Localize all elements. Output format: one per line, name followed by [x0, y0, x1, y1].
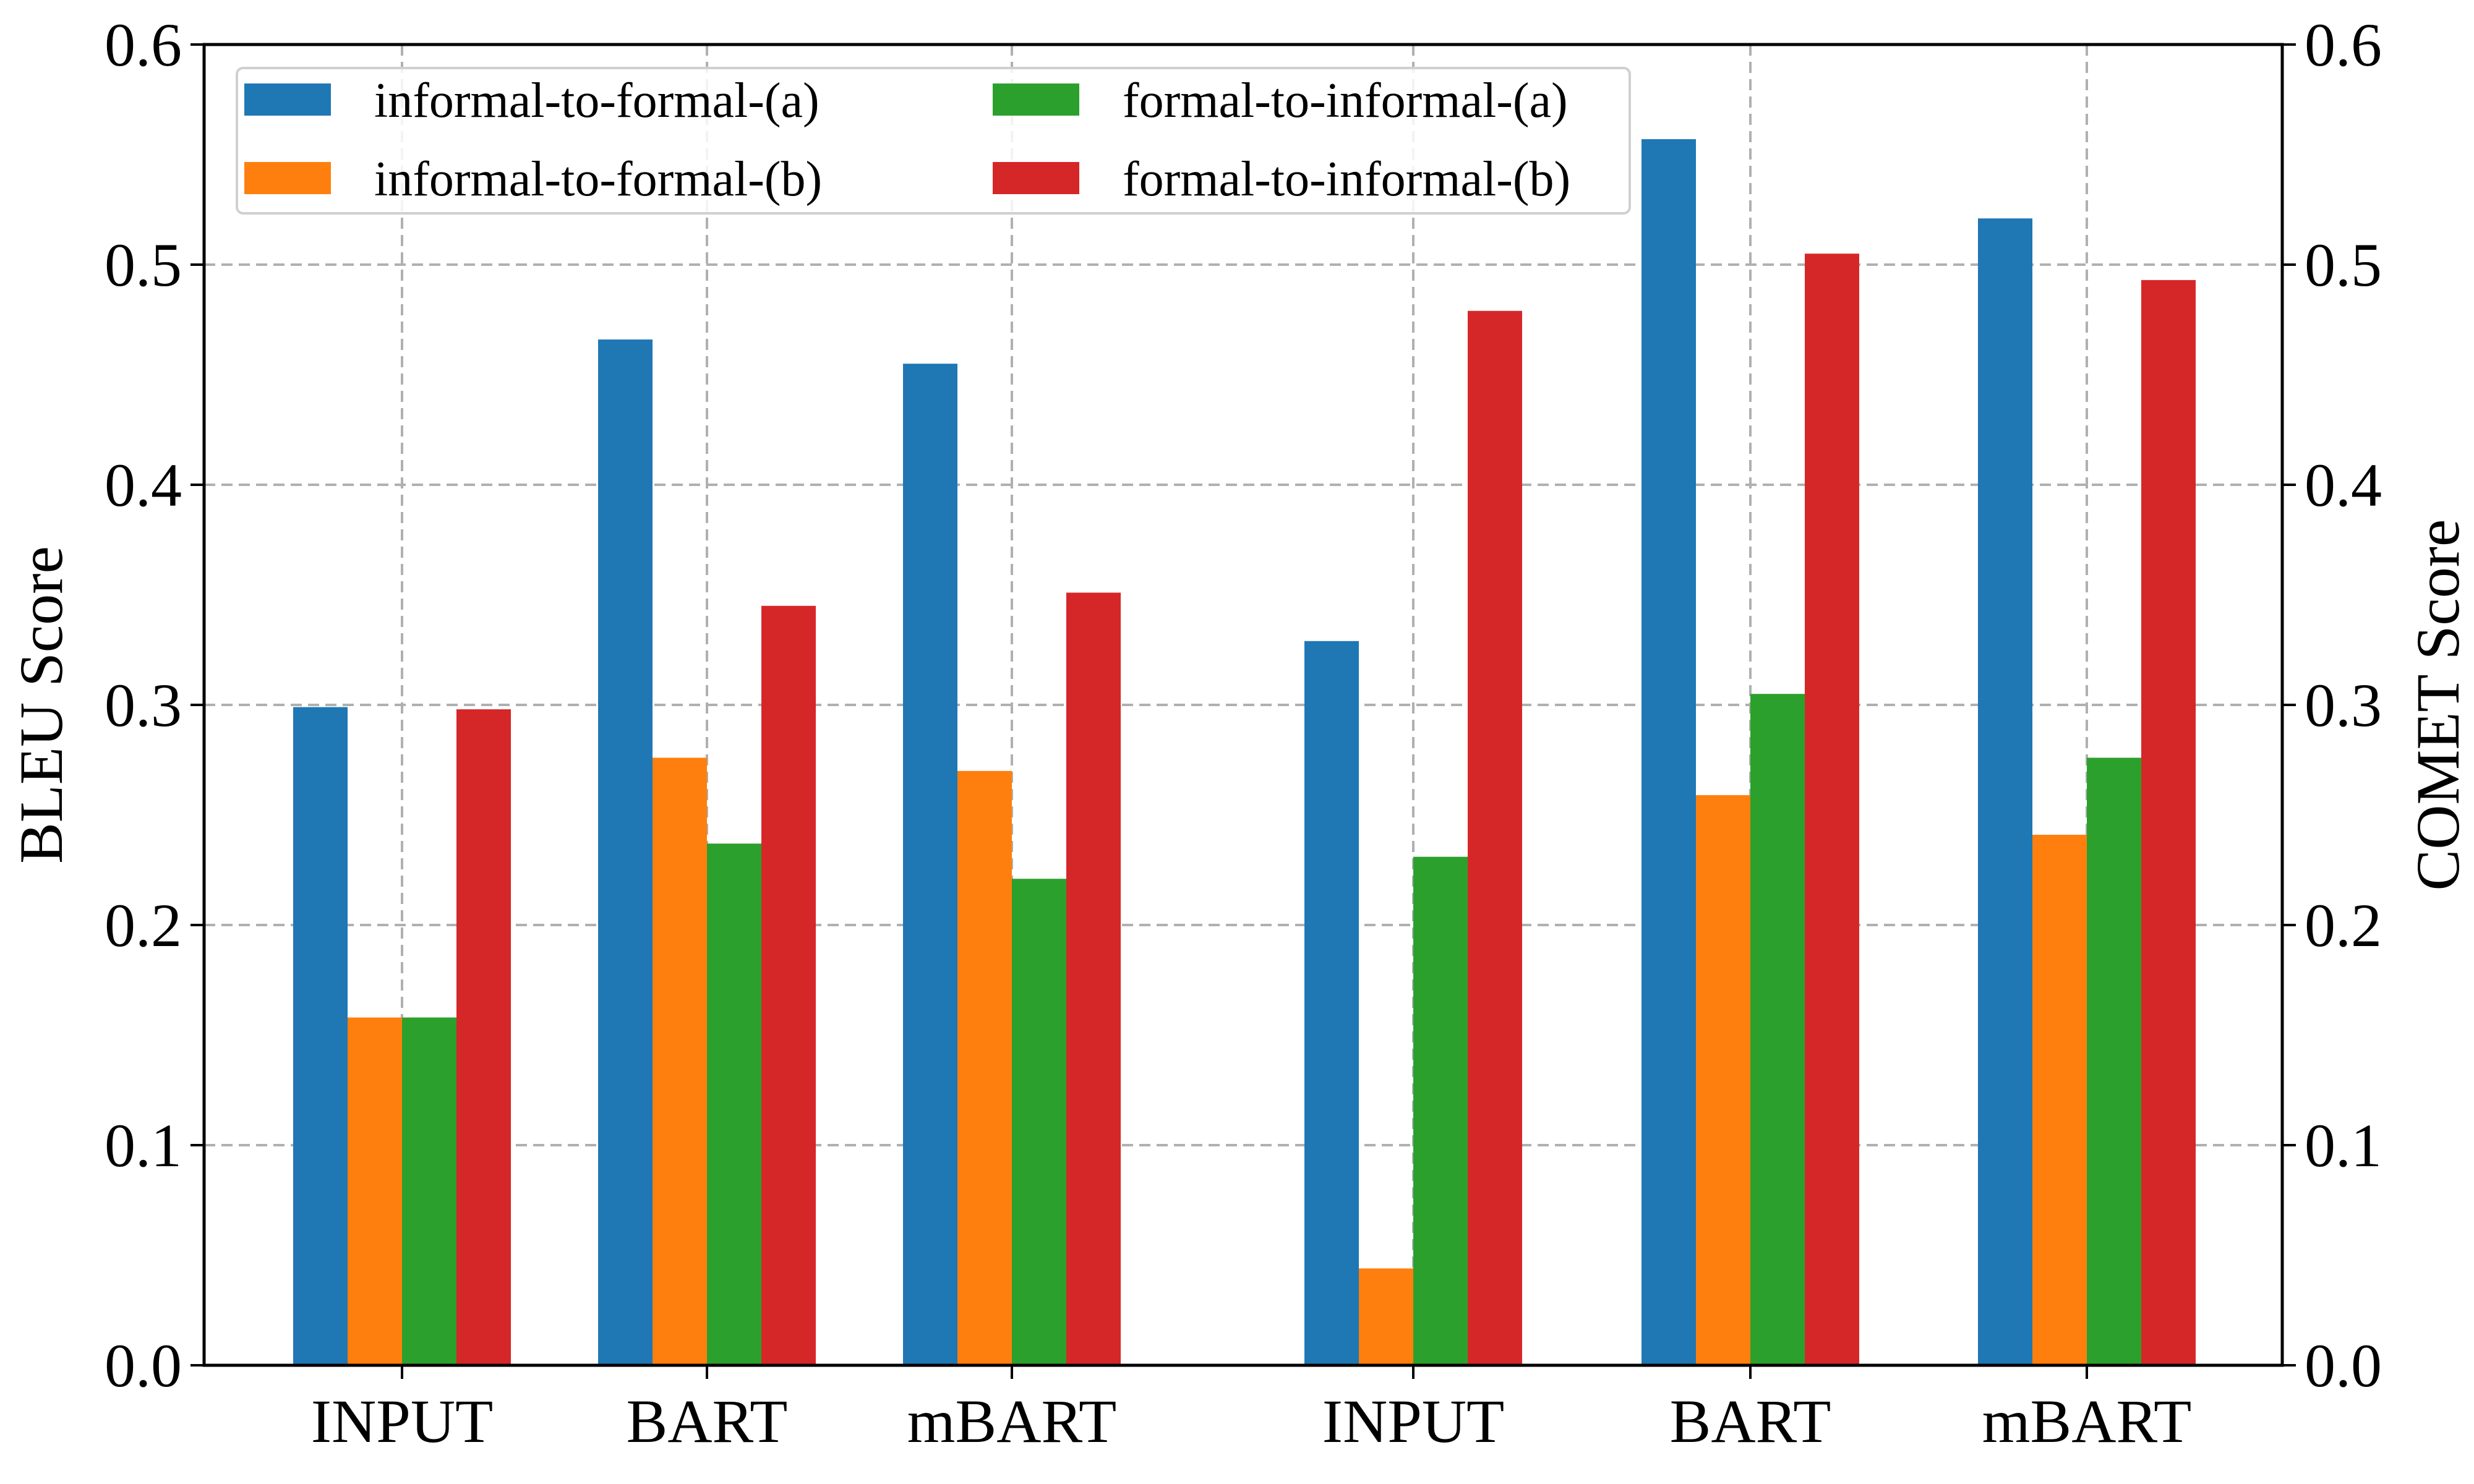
y-left-tick-label: 0.2: [105, 891, 182, 960]
y-right-tick-label: 0.6: [2305, 11, 2382, 79]
y-axis-left-title: BLEU Score: [7, 546, 75, 864]
bar-formal-to-informal-(b)-4: [1805, 254, 1859, 1366]
y-axis-right-title: COMET Score: [2403, 519, 2472, 891]
y-right-tick-label: 0.5: [2305, 231, 2382, 299]
legend-swatch: [993, 162, 1079, 194]
legend-label: formal-to-informal-(b): [1123, 152, 1570, 207]
bar-informal-to-formal-(b)-5: [2032, 835, 2087, 1365]
legend-swatch: [993, 83, 1079, 116]
y-right-tick-label: 0.3: [2305, 671, 2382, 740]
x-tick-label: mBART: [1982, 1387, 2191, 1456]
y-left-tick-label: 0.4: [105, 451, 182, 519]
legend-label: informal-to-formal-(b): [374, 152, 822, 207]
y-left-tick-label: 0.6: [105, 11, 182, 79]
x-tick-label: INPUT: [1322, 1387, 1504, 1456]
bar-informal-to-formal-(b)-1: [653, 757, 707, 1365]
legend-swatch: [244, 83, 331, 116]
bar-formal-to-informal-(b)-3: [1468, 310, 1522, 1365]
grid: [204, 45, 2282, 1365]
bar-informal-to-formal-(a)-2: [903, 364, 957, 1366]
x-tick-label: BART: [627, 1387, 788, 1456]
ticks: 0.0 0.1 0.2 0.3 0.4 0.5 0.6 0.0 0.1 0.2 0.3 0.4 0.5 0…: [105, 11, 2382, 1456]
y-left-tick-label: 0.1: [105, 1111, 182, 1180]
legend-label: formal-to-informal-(a): [1123, 74, 1568, 128]
legend-swatch: [244, 162, 331, 194]
bar-formal-to-informal-(b)-1: [761, 605, 816, 1365]
y-right-tick-label: 0.4: [2305, 451, 2382, 519]
y-right-tick-label: 0.0: [2305, 1331, 2382, 1400]
bar-formal-to-informal-(a)-4: [1750, 694, 1805, 1365]
bar-formal-to-informal-(a)-3: [1413, 856, 1468, 1365]
y-right-tick-label: 0.1: [2305, 1111, 2382, 1180]
x-tick-label: mBART: [907, 1387, 1116, 1456]
bar-formal-to-informal-(b)-0: [456, 709, 511, 1365]
bar-informal-to-formal-(a)-4: [1641, 139, 1696, 1366]
x-tick-label: INPUT: [311, 1387, 493, 1456]
bar-formal-to-informal-(a)-0: [402, 1017, 456, 1365]
legend-label: informal-to-formal-(a): [374, 74, 820, 128]
bar-informal-to-formal-(b)-4: [1696, 795, 1750, 1365]
x-tick-label: BART: [1670, 1387, 1831, 1456]
bars: [293, 139, 2196, 1366]
bar-formal-to-informal-(a)-1: [707, 843, 761, 1365]
bar-informal-to-formal-(a)-0: [293, 707, 348, 1365]
bar-formal-to-informal-(b)-5: [2141, 279, 2196, 1365]
y-left-tick-label: 0.5: [105, 231, 182, 299]
bar-informal-to-formal-(a)-5: [1978, 218, 2032, 1365]
bar-informal-to-formal-(b)-3: [1359, 1268, 1413, 1365]
legend: informal-to-formal-(a) informal-to-formal…: [236, 67, 1631, 215]
bar-informal-to-formal-(b)-2: [957, 770, 1012, 1365]
y-left-tick-label: 0.3: [105, 671, 182, 740]
bar-formal-to-informal-(b)-2: [1066, 592, 1121, 1366]
y-left-tick-label: 0.0: [105, 1331, 182, 1400]
y-right-tick-label: 0.2: [2305, 891, 2382, 960]
bar-informal-to-formal-(a)-1: [598, 339, 653, 1365]
bar-informal-to-formal-(b)-0: [348, 1017, 402, 1365]
bar-formal-to-informal-(a)-5: [2087, 757, 2141, 1365]
legend-box: [236, 67, 1631, 215]
bar-formal-to-informal-(a)-2: [1012, 879, 1066, 1365]
bar-informal-to-formal-(a)-3: [1304, 641, 1359, 1365]
